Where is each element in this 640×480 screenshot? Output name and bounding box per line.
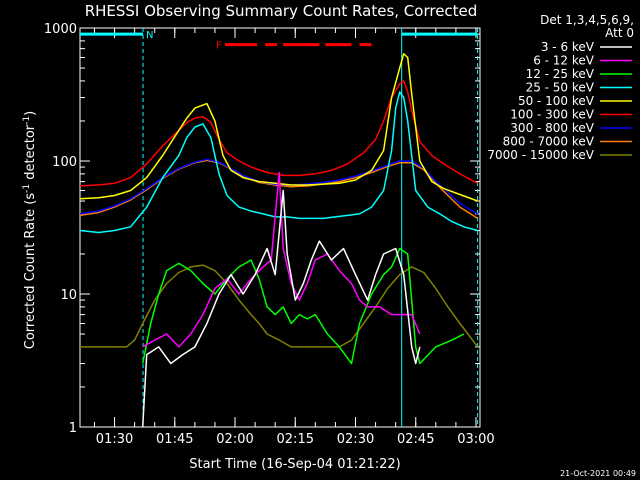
x-tick-label: 02:45 — [397, 432, 434, 447]
y-axis-label: Corrected Count Rate (s-1 detector-1) — [22, 111, 38, 349]
legend-header-line: Att 0 — [605, 26, 634, 40]
series-line — [79, 53, 478, 202]
y-tick-label: 1 — [69, 421, 77, 436]
series-line — [80, 264, 479, 348]
series-line — [79, 158, 478, 215]
series-line — [142, 171, 421, 348]
x-tick-label: 02:15 — [277, 432, 314, 447]
legend-label: 6 - 12 keV — [533, 54, 595, 68]
legend-label: 100 - 300 keV — [510, 108, 594, 122]
x-tick-label: 03:00 — [457, 432, 494, 447]
x-tick-label: 01:30 — [96, 432, 133, 447]
y-tick-label: 1000 — [44, 22, 77, 37]
x-tick-label: 02:00 — [216, 432, 253, 447]
footer-date: 21-Oct-2021 00:49 — [560, 469, 636, 478]
legend-label: 7000 - 15000 keV — [487, 148, 594, 162]
x-axis-label: Start Time (16-Sep-04 01:21:22) — [189, 457, 400, 472]
legend-header-line: Det 1,3,4,5,6,9, — [540, 13, 634, 27]
y-axis-label-superscript: -1 — [22, 184, 32, 193]
legend-label: 12 - 25 keV — [526, 67, 595, 81]
y-axis-label-part: Corrected Count Rate (s — [23, 193, 38, 350]
series-line — [141, 247, 465, 365]
legend-label: 800 - 7000 keV — [503, 135, 595, 149]
y-axis-label-part: detector — [23, 124, 38, 184]
flag-label: F — [216, 41, 222, 52]
chart-title: RHESSI Observing Summary Count Rates, Co… — [85, 2, 478, 20]
plot-frame — [79, 27, 481, 428]
y-axis-label-superscript: -1 — [22, 116, 32, 125]
legend-label: 25 - 50 keV — [526, 81, 595, 95]
series-line — [79, 91, 478, 234]
x-tick-label: 02:30 — [337, 432, 374, 447]
series-line — [79, 80, 478, 187]
x-tick-label: 01:45 — [156, 432, 193, 447]
flag-label: N — [146, 30, 153, 41]
y-axis-label-part: ) — [23, 111, 38, 116]
legend-label: 300 - 800 keV — [510, 121, 594, 135]
legend-label: 3 - 6 keV — [541, 40, 595, 54]
y-tick-label: 10 — [60, 288, 77, 303]
y-tick-label: 100 — [52, 155, 77, 170]
plot-area: 1 10 100 1000 01:30 01:45 02:00 02:15 02:30 02:45… — [44, 22, 495, 447]
series-line — [141, 189, 421, 428]
legend-label: 50 - 100 keV — [518, 94, 595, 108]
